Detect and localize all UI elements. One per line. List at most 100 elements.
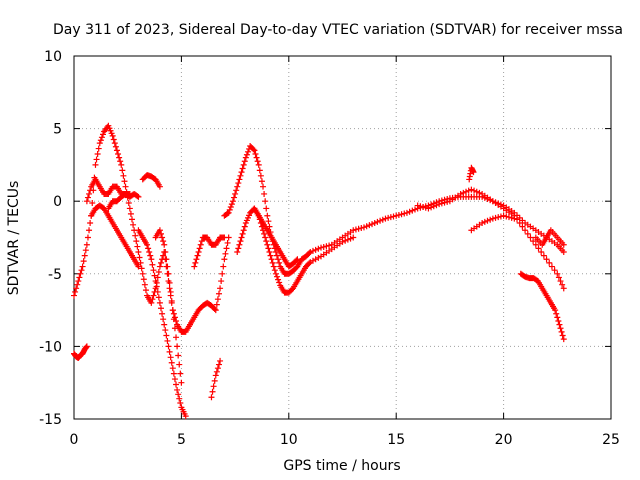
data-point — [157, 305, 164, 312]
data-point — [150, 292, 157, 299]
data-point — [161, 241, 168, 248]
data-point — [175, 391, 182, 398]
data-point — [514, 216, 521, 223]
data-point — [135, 249, 142, 256]
data-point — [503, 213, 510, 220]
data-point — [136, 254, 143, 261]
data-point — [516, 219, 523, 226]
x-tick-label: 0 — [70, 432, 79, 448]
data-point — [146, 249, 153, 256]
data-point — [214, 296, 221, 303]
data-point — [554, 270, 561, 277]
series-arc13 — [234, 205, 357, 296]
data-point — [358, 225, 365, 232]
data-point — [167, 354, 174, 361]
data-point — [254, 158, 261, 165]
data-point — [86, 190, 93, 197]
data-point — [121, 178, 128, 185]
data-point — [237, 238, 244, 245]
data-point — [444, 198, 451, 205]
data-point — [393, 212, 400, 219]
data-point — [141, 281, 148, 288]
data-point — [236, 176, 243, 183]
data-point — [126, 190, 133, 197]
data-point — [196, 245, 203, 252]
data-point — [210, 383, 217, 390]
data-point — [554, 314, 561, 321]
data-point — [463, 188, 470, 195]
x-tick-label: 10 — [280, 432, 298, 448]
data-point — [84, 194, 91, 201]
data-point — [543, 256, 550, 263]
y-tick-label: 10 — [44, 49, 62, 65]
series-arc8 — [71, 343, 90, 362]
data-point — [276, 279, 283, 286]
data-point — [532, 241, 539, 248]
data-point — [195, 249, 202, 256]
data-point — [110, 136, 117, 143]
data-point — [273, 273, 280, 280]
data-point — [170, 310, 177, 317]
data-point — [95, 145, 102, 152]
data-point — [235, 245, 242, 252]
series-arc3 — [88, 202, 142, 270]
x-tick-label: 15 — [387, 432, 405, 448]
series-arc10 — [191, 234, 228, 270]
data-point — [428, 204, 435, 211]
data-point — [112, 143, 119, 150]
data-point — [273, 252, 280, 259]
data-point — [344, 236, 351, 243]
chart-title: Day 311 of 2023, Sidereal Day-to-day VTE… — [53, 22, 623, 38]
data-point — [174, 386, 181, 393]
data-point — [293, 257, 300, 264]
data-point — [128, 216, 135, 223]
data-point — [508, 214, 515, 221]
data-point — [306, 260, 313, 267]
data-point — [164, 263, 171, 270]
data-point — [557, 278, 564, 285]
data-point — [260, 183, 267, 190]
data-point — [492, 214, 499, 221]
data-point — [78, 267, 85, 274]
data-point — [125, 200, 132, 207]
data-point — [560, 241, 567, 248]
data-point — [134, 193, 141, 200]
data-point — [138, 265, 145, 272]
data-point — [163, 332, 170, 339]
data-point — [275, 256, 282, 263]
data-point — [148, 256, 155, 263]
data-point — [261, 230, 268, 237]
data-point — [535, 245, 542, 252]
data-point — [222, 250, 229, 257]
data-point — [156, 183, 163, 190]
data-point — [208, 394, 215, 401]
data-point — [238, 234, 245, 241]
data-point — [166, 279, 173, 286]
data-point — [115, 151, 122, 158]
x-axis-label: GPS time / hours — [283, 458, 400, 474]
data-point — [256, 167, 263, 174]
data-point — [98, 134, 105, 141]
data-point — [219, 270, 226, 277]
data-point — [165, 270, 172, 277]
series-arc4 — [105, 190, 133, 212]
data-point — [460, 189, 467, 196]
data-point — [182, 413, 189, 420]
data-point — [363, 223, 370, 230]
data-point — [237, 172, 244, 179]
data-point — [479, 219, 486, 226]
data-point — [152, 278, 159, 285]
data-point — [377, 217, 384, 224]
data-point — [238, 169, 245, 176]
data-point — [83, 198, 90, 205]
data-point — [489, 215, 496, 222]
data-point — [160, 316, 167, 323]
data-point — [395, 211, 402, 218]
data-point — [239, 165, 246, 172]
series-arc6 — [135, 227, 189, 420]
data-point — [212, 372, 219, 379]
data-point — [231, 194, 238, 201]
y-tick-label: -10 — [39, 339, 62, 355]
data-point — [165, 343, 172, 350]
data-point — [240, 161, 247, 168]
